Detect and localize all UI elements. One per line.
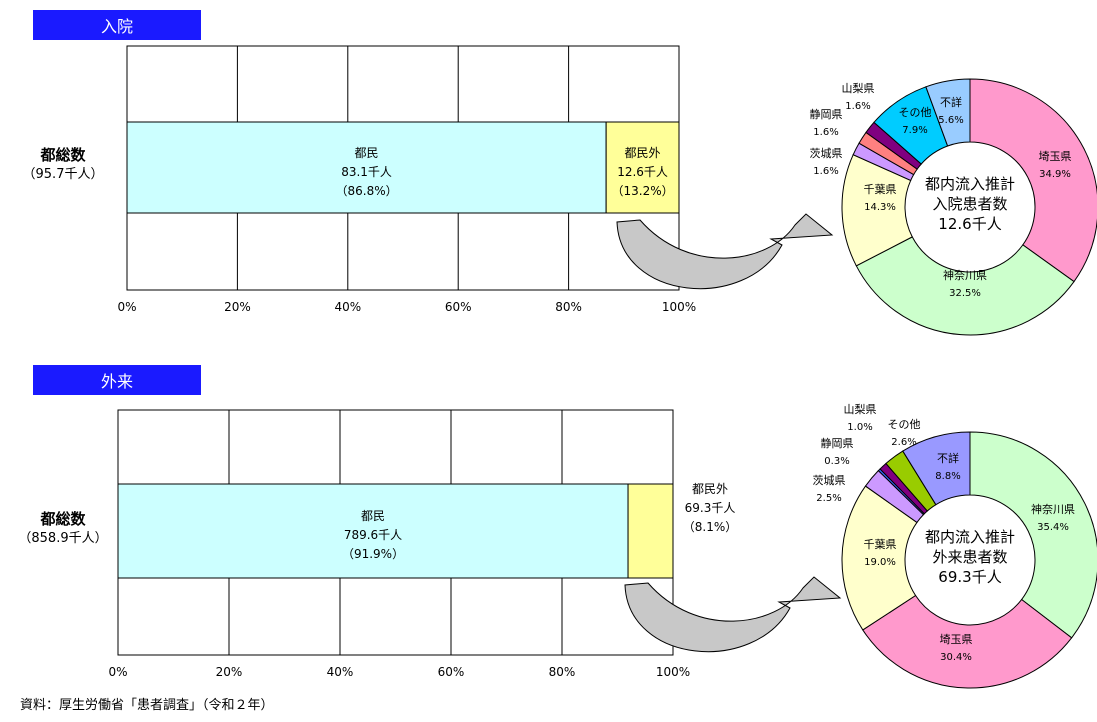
inpatient-slice-label-name: 不詳 (940, 95, 962, 109)
inpatient-slice-label-value: 34.9% (1039, 169, 1071, 180)
inpatient-nonresident-label: （13.2%） (612, 184, 674, 198)
inpatient-x-tick: 40% (334, 300, 361, 314)
inpatient-total-value: （95.7千人） (23, 167, 104, 182)
outpatient-slice-label-value: 35.4% (1037, 522, 1069, 533)
outpatient-nonresident-label: 69.3千人 (685, 501, 736, 515)
outpatient-x-tick: 0% (108, 665, 127, 679)
inpatient-x-tick: 100% (662, 300, 696, 314)
outpatient-slice-label-value: 30.4% (940, 652, 972, 663)
inpatient-resident-label: 都民 (355, 146, 379, 160)
inpatient-slice-label-value: 7.9% (902, 125, 927, 136)
outpatient-resident-label: 789.6千人 (344, 528, 402, 542)
outpatient-x-tick: 20% (216, 665, 243, 679)
inpatient-slice-label-name: 神奈川県 (943, 268, 987, 282)
inpatient-x-tick: 80% (555, 300, 582, 314)
outpatient-bar-resident (117, 483, 629, 579)
inpatient-nonresident-label: 12.6千人 (617, 165, 668, 179)
outpatient-slice-label-value: 0.3% (824, 456, 849, 467)
outpatient-resident-label: （91.9%） (342, 547, 404, 561)
inpatient-slice-label-name: 山梨県 (842, 81, 875, 95)
outpatient-slice-label-value: 8.8% (935, 471, 960, 482)
outpatient-slice-label-name: 不詳 (937, 451, 959, 465)
inpatient-bar-resident (126, 121, 607, 214)
outpatient-x-tick: 60% (438, 665, 465, 679)
outpatient-donut-slice (862, 594, 1073, 689)
inpatient-slice-label-value: 1.6% (813, 127, 838, 138)
inpatient-x-tick: 20% (224, 300, 251, 314)
inpatient-slice-label-name: その他 (899, 106, 932, 119)
inpatient-slice-label-value: 32.5% (949, 288, 981, 299)
outpatient-flow-arrow (624, 576, 842, 652)
outpatient-slice-label-name: 茨城県 (813, 473, 846, 487)
inpatient-x-tick: 60% (445, 300, 472, 314)
outpatient-slice-label-value: 2.5% (816, 493, 841, 504)
inpatient-slice-label-name: 埼玉県 (1039, 149, 1072, 163)
inpatient-donut-slice (969, 78, 1097, 283)
inpatient-resident-label: （86.8%） (336, 184, 398, 198)
source-note: 資料：厚生労働省「患者調査」（令和２年） (20, 698, 274, 713)
inpatient-slice-label-value: 14.3% (864, 202, 896, 213)
inpatient-bar-nonresident (605, 121, 680, 214)
inpatient-nonresident-label: 都民外 (625, 146, 661, 160)
outpatient-slice-label-value: 1.0% (847, 422, 872, 433)
inpatient-donut-center-text: 入院患者数 (932, 195, 1007, 213)
inpatient-donut-slice (855, 236, 1075, 336)
inpatient-total-label: 都総数 (39, 146, 86, 164)
outpatient-slice-label-name: 静岡県 (821, 436, 854, 450)
outpatient-donut-center-text: 69.3千人 (938, 568, 1001, 586)
outpatient-slice-label-name: 埼玉県 (940, 632, 973, 646)
outpatient-donut-slice (841, 485, 918, 631)
outpatient-slice-label-name: 千葉県 (864, 537, 897, 551)
inpatient-x-tick: 0% (117, 300, 136, 314)
inpatient-resident-label: 83.1千人 (341, 165, 392, 179)
inpatient-slice-label-name: 茨城県 (810, 146, 843, 160)
inpatient-slice-label-name: 千葉県 (864, 182, 897, 196)
inpatient-slice-label-value: 1.6% (845, 101, 870, 112)
outpatient-slice-label-name: 山梨県 (844, 402, 877, 416)
outpatient-nonresident-label: 都民外 (692, 482, 728, 496)
inpatient-slice-label-value: 1.6% (813, 166, 838, 177)
inpatient-slice-label-name: 静岡県 (810, 107, 843, 121)
outpatient-bar-nonresident (627, 483, 674, 579)
outpatient-total-label: 都総数 (39, 510, 86, 528)
outpatient-donut-slice (902, 431, 971, 506)
outpatient-x-tick: 40% (327, 665, 354, 679)
outpatient-x-tick: 100% (656, 665, 690, 679)
outpatient-donut-slice (969, 431, 1097, 639)
outpatient-total-value: （858.9千人） (18, 531, 107, 546)
outpatient-nonresident-label: （8.1%） (683, 520, 738, 534)
outpatient-x-tick: 80% (549, 665, 576, 679)
inpatient-donut-slice (925, 78, 971, 147)
inpatient-slice-label-value: 5.6% (938, 115, 963, 126)
outpatient-donut-center-text: 外来患者数 (932, 548, 1007, 566)
outpatient-slice-label-value: 2.6% (891, 437, 916, 448)
outpatient-slice-label-name: その他 (888, 418, 921, 431)
inpatient-donut-center-text: 都内流入推計 (925, 175, 1015, 193)
inpatient-header: 入院 (33, 10, 201, 40)
inpatient-donut-center-text: 12.6千人 (938, 215, 1001, 233)
outpatient-donut-center-text: 都内流入推計 (925, 528, 1015, 546)
inpatient-flow-arrow (616, 213, 834, 289)
outpatient-header: 外来 (33, 365, 201, 395)
outpatient-slice-label-name: 神奈川県 (1031, 502, 1075, 516)
outpatient-slice-label-value: 19.0% (864, 557, 896, 568)
outpatient-resident-label: 都民 (361, 509, 385, 523)
